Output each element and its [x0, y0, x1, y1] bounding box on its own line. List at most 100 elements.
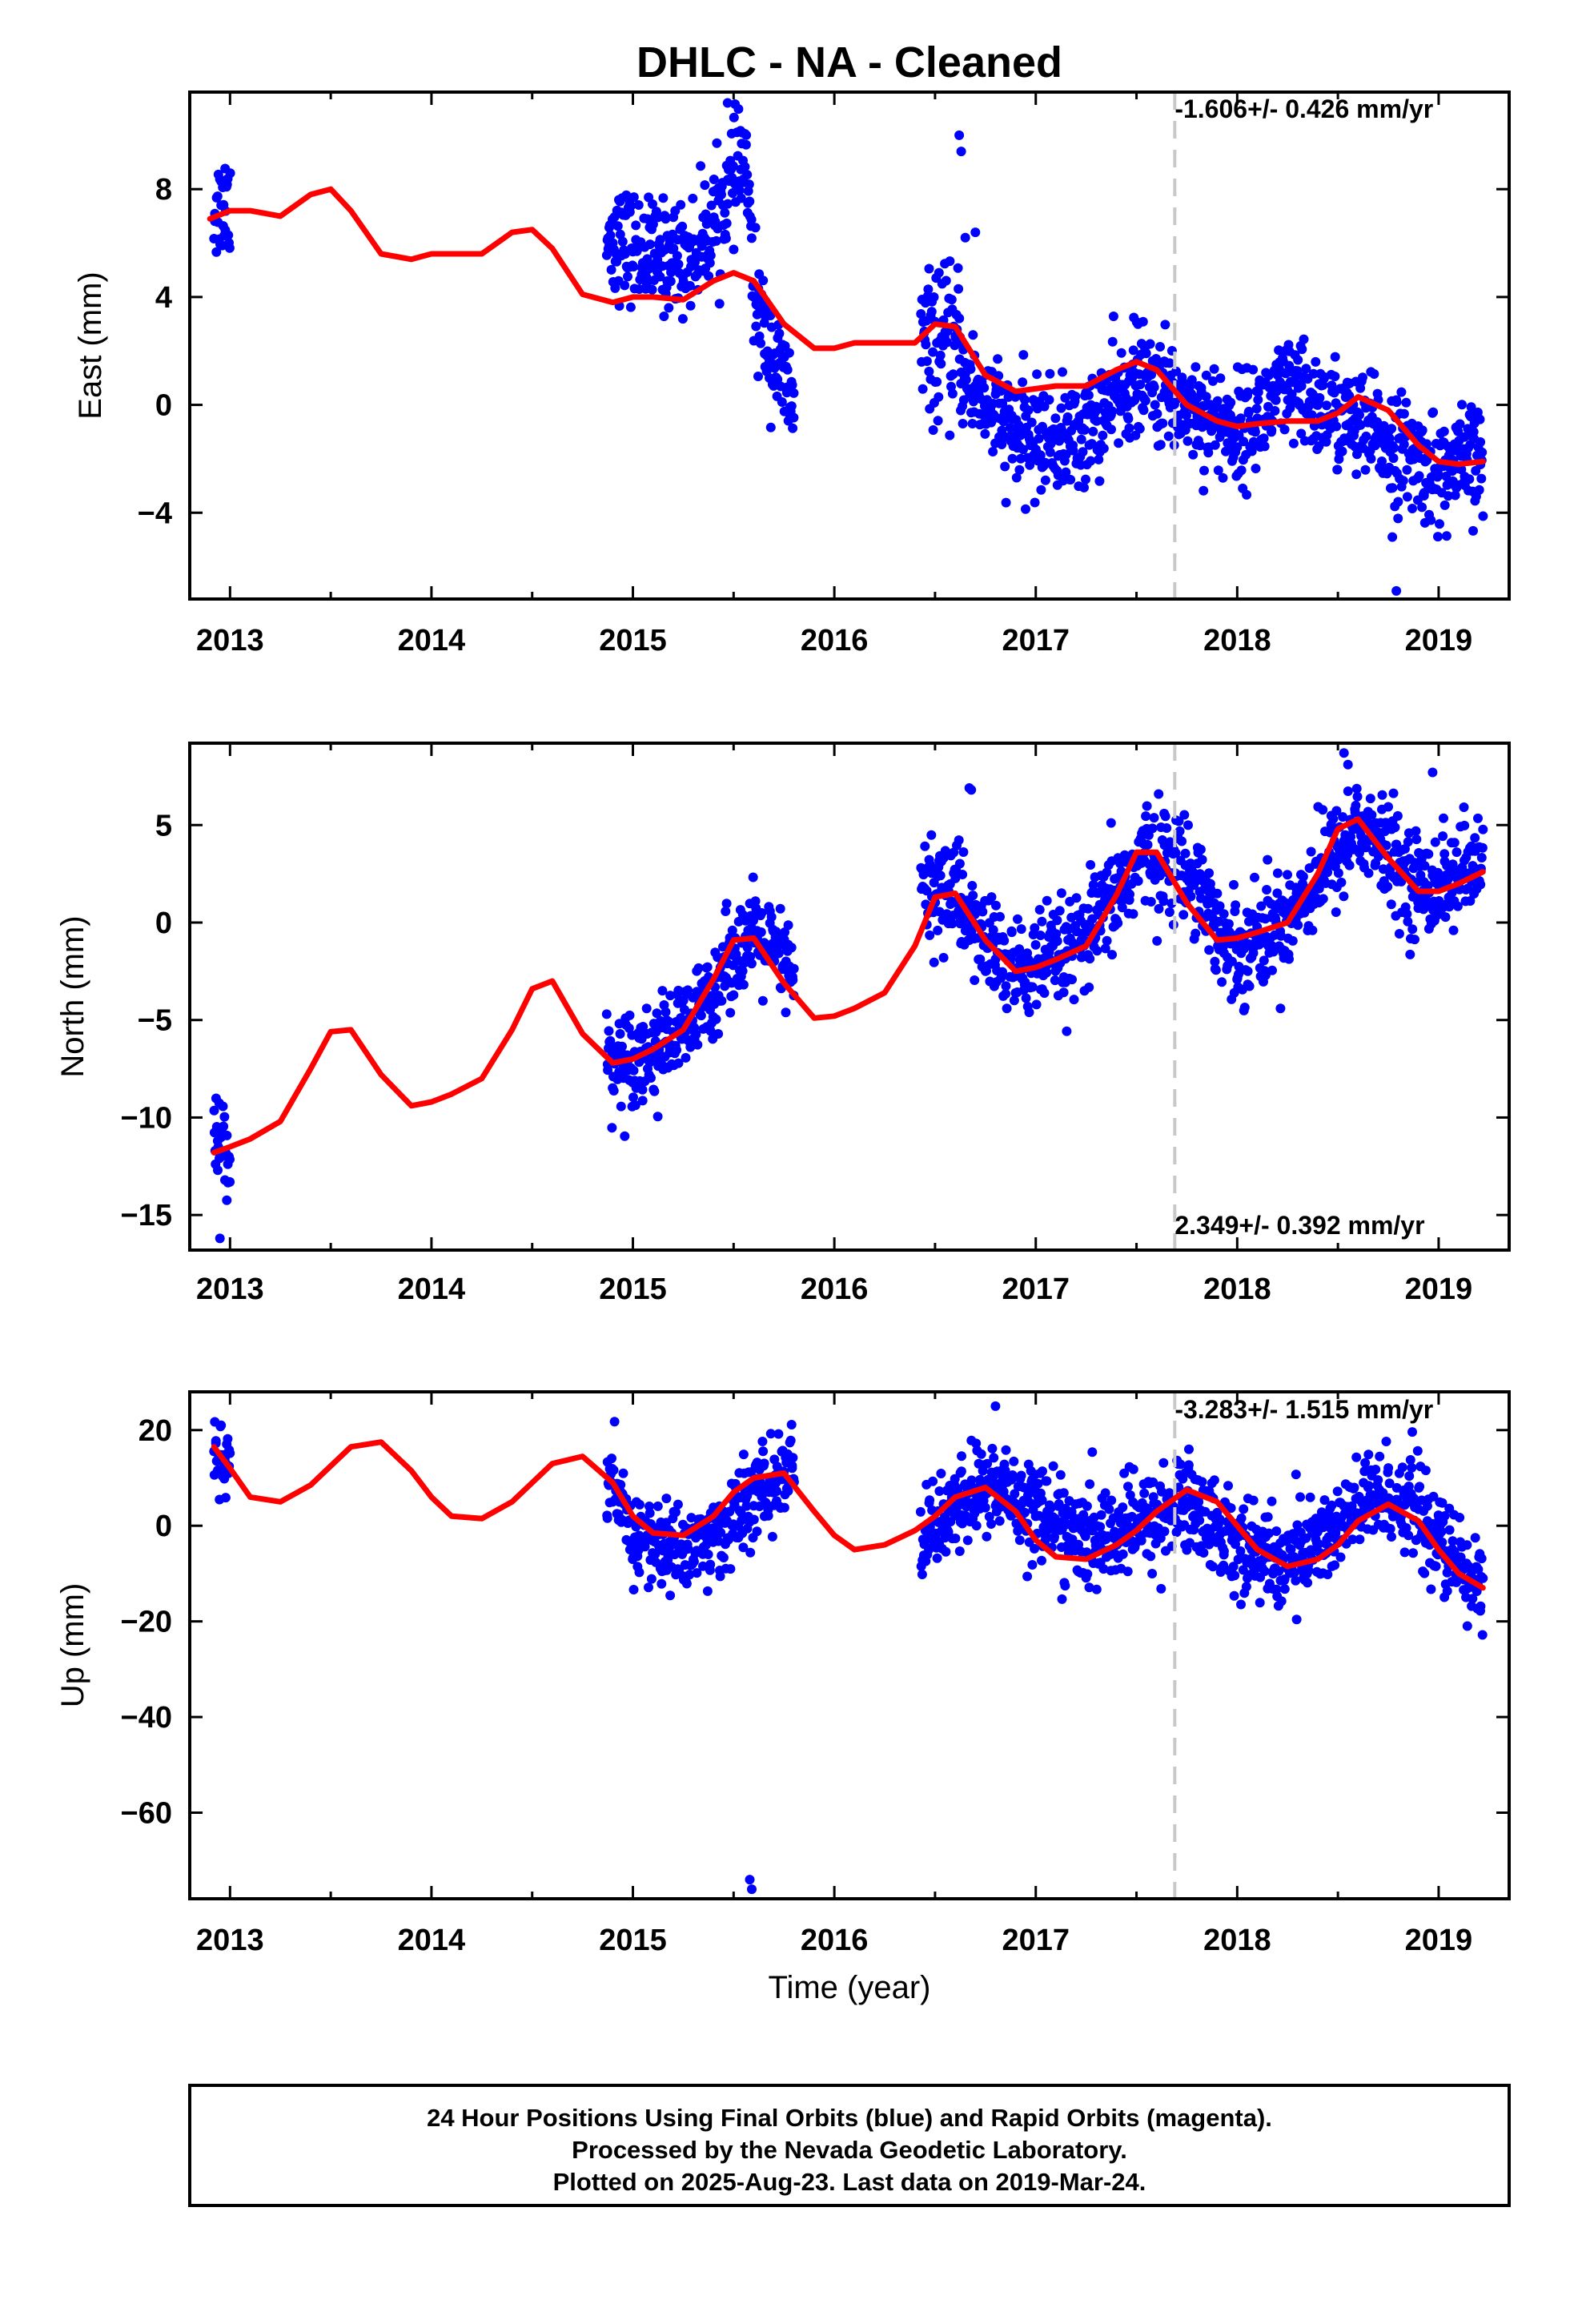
east-point — [1478, 511, 1488, 521]
north-point — [615, 1029, 625, 1039]
north-point — [1275, 1003, 1286, 1014]
up-point — [1223, 1481, 1233, 1491]
up-point — [779, 1502, 789, 1513]
up-point — [1289, 1567, 1299, 1578]
north-point — [1373, 851, 1383, 862]
up-point — [741, 1501, 752, 1511]
north-point — [1052, 915, 1062, 926]
up-point — [994, 1516, 1005, 1526]
up-outlier-point — [747, 1884, 757, 1895]
east-point — [1301, 364, 1311, 374]
north-point — [1067, 975, 1077, 985]
north-point — [1351, 800, 1361, 810]
east-point — [784, 348, 794, 358]
east-point — [665, 276, 676, 287]
north-point — [950, 873, 961, 883]
up-point — [1091, 1584, 1102, 1594]
north-point — [786, 943, 797, 953]
north-point — [1186, 891, 1196, 902]
north-point — [222, 1130, 232, 1140]
east-point — [1124, 423, 1134, 433]
north-point — [1085, 954, 1095, 964]
north-point — [1361, 842, 1371, 853]
east-point — [1355, 420, 1366, 430]
east-point — [1296, 381, 1307, 391]
east-point — [945, 256, 955, 267]
up-point — [1314, 1539, 1323, 1549]
north-rate-label: 2.349+/- 0.392 mm/yr — [1174, 1211, 1424, 1240]
east-point — [1399, 439, 1409, 449]
east-point — [1387, 424, 1397, 434]
up-point — [1209, 1475, 1219, 1486]
up-point — [1399, 1547, 1410, 1558]
east-point — [664, 303, 674, 313]
north-point — [1343, 786, 1353, 796]
up-point — [1236, 1513, 1247, 1523]
east-point — [1352, 449, 1362, 460]
east-point — [947, 388, 958, 399]
north-y-tick-label: −5 — [138, 1004, 172, 1038]
east-point — [997, 440, 1007, 449]
up-point — [1027, 1560, 1038, 1570]
east-x-tick-label: 2016 — [801, 624, 869, 657]
east-point — [1314, 441, 1324, 452]
up-point — [1104, 1504, 1114, 1514]
up-point — [1473, 1564, 1484, 1574]
up-point — [1016, 1470, 1026, 1481]
east-point — [728, 161, 738, 171]
north-point — [757, 995, 768, 1006]
up-point — [1085, 1479, 1095, 1490]
north-point — [1263, 854, 1273, 865]
up-point — [1431, 1561, 1441, 1571]
east-point — [1081, 474, 1090, 485]
up-rate-label: -3.283+/- 1.515 mm/yr — [1174, 1395, 1433, 1424]
up-point — [1096, 1510, 1106, 1520]
east-point — [1001, 497, 1011, 508]
north-point — [1388, 788, 1399, 798]
north-point — [209, 1105, 219, 1116]
east-point — [1464, 474, 1475, 485]
up-point — [986, 1519, 996, 1529]
north-point — [219, 1121, 229, 1132]
east-point — [628, 262, 639, 271]
north-point — [766, 912, 777, 922]
up-point — [1291, 1470, 1301, 1480]
east-point — [1021, 504, 1030, 514]
north-point — [773, 948, 784, 959]
east-point — [741, 130, 752, 140]
east-point — [1293, 355, 1303, 365]
up-point — [1428, 1491, 1439, 1502]
east-point — [1439, 426, 1449, 436]
east-point — [966, 364, 976, 374]
north-point — [958, 847, 969, 857]
east-point — [954, 313, 965, 324]
north-point — [1211, 965, 1221, 975]
north-point — [1430, 837, 1440, 847]
up-y-tick-label: −60 — [121, 1797, 172, 1831]
east-point — [1032, 369, 1042, 380]
east-point — [1088, 426, 1098, 436]
east-outlier-point — [954, 130, 965, 140]
north-point — [1403, 916, 1413, 927]
north-point — [1234, 969, 1243, 979]
up-point — [656, 1578, 667, 1589]
up-point — [1264, 1528, 1274, 1538]
north-point — [1476, 853, 1487, 862]
up-point — [1470, 1533, 1480, 1543]
east-point — [1020, 395, 1030, 405]
east-point — [1201, 392, 1211, 402]
east-point — [1058, 367, 1067, 377]
east-point — [712, 138, 722, 148]
east-point — [921, 356, 932, 366]
north-point — [1197, 854, 1207, 865]
up-point — [689, 1557, 699, 1566]
up-point — [917, 1570, 927, 1579]
east-point — [1201, 370, 1211, 380]
north-point — [1058, 987, 1069, 998]
north-point — [1323, 867, 1333, 878]
up-point — [1271, 1584, 1282, 1594]
east-point — [659, 312, 669, 321]
up-point — [758, 1446, 769, 1457]
up-point — [982, 1531, 992, 1542]
